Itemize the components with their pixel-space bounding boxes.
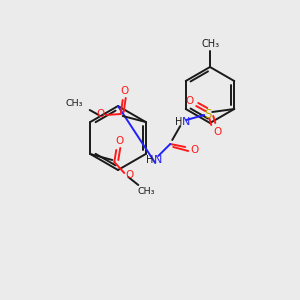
Text: CH₃: CH₃: [202, 39, 220, 49]
Text: H: H: [175, 117, 182, 127]
Text: O: O: [185, 96, 194, 106]
Text: O: O: [190, 145, 198, 155]
Text: O: O: [213, 127, 221, 137]
Text: S: S: [205, 107, 212, 121]
Text: O: O: [115, 136, 123, 146]
Text: H: H: [146, 155, 153, 165]
Text: N: N: [182, 117, 190, 127]
Text: O: O: [97, 109, 105, 119]
Text: O: O: [125, 170, 134, 180]
Text: CH₃: CH₃: [65, 100, 83, 109]
Text: O: O: [121, 86, 129, 96]
Text: N: N: [154, 155, 162, 165]
Text: CH₃: CH₃: [137, 188, 155, 196]
